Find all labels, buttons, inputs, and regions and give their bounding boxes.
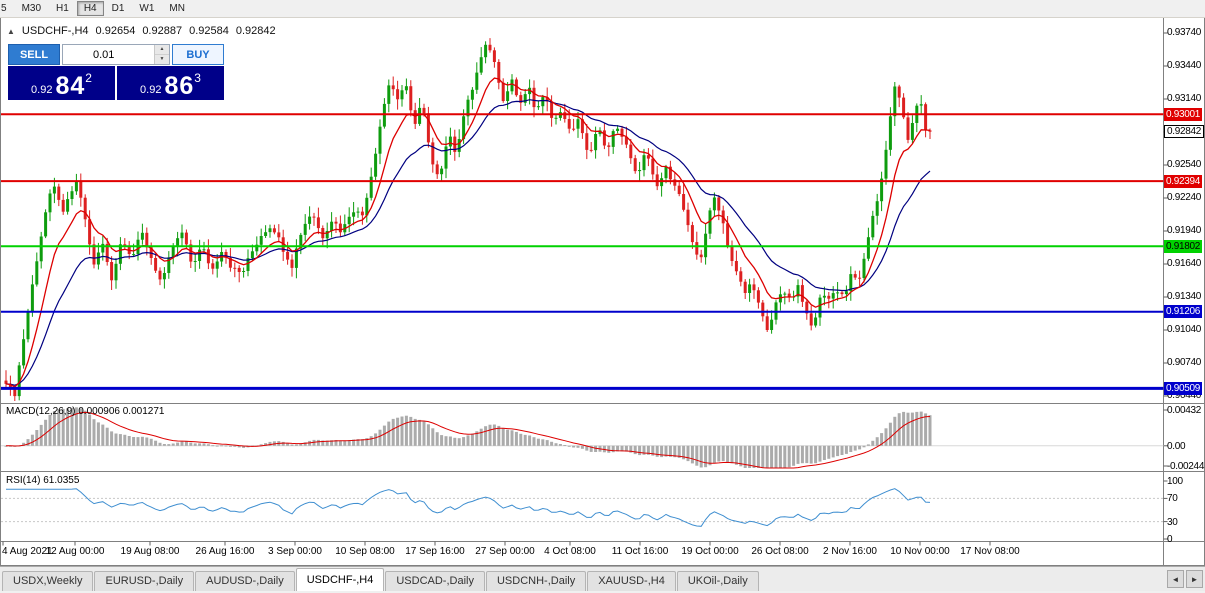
timeframe-h1-button[interactable]: H1 — [49, 1, 76, 16]
time-label: 19 Aug 08:00 — [120, 546, 180, 557]
sell-price-sup: 2 — [85, 71, 92, 85]
tab-ukoil-daily[interactable]: UKOil-,Daily — [676, 571, 759, 591]
tabs-scroll-right-button[interactable]: ► — [1186, 570, 1203, 588]
rsi-indicator-label: RSI(14) 61.0355 — [6, 475, 80, 486]
price-tick: 0.92540 — [1167, 159, 1202, 170]
time-label: 17 Nov 08:00 — [960, 546, 1020, 557]
hline-price-label: 0.90509 — [1164, 381, 1203, 395]
hline-price-label: 0.91802 — [1164, 239, 1203, 253]
time-label: 3 Sep 00:00 — [268, 546, 322, 557]
buy-price-sup: 3 — [194, 71, 201, 85]
timeframe-toolbar: 5 M30 H1 H4 D1 W1 MN — [0, 0, 1205, 18]
hline-price-label: 0.92394 — [1164, 174, 1203, 188]
time-label: 26 Aug 16:00 — [195, 546, 255, 557]
tab-eurusd-daily[interactable]: EURUSD-,Daily — [94, 571, 195, 591]
lot-decrease-button[interactable]: ▼ — [155, 55, 169, 64]
tab-usdcad-daily[interactable]: USDCAD-,Daily — [385, 571, 485, 591]
price-tick: 0.90740 — [1167, 357, 1202, 368]
current-price-label: 0.92842 — [1164, 125, 1205, 139]
price-tick: 0.92240 — [1167, 192, 1202, 203]
hline-price-label: 0.93001 — [1164, 107, 1203, 121]
chart-tabs: USDX,Weekly EURUSD-,Daily AUDUSD-,Daily USD… — [2, 568, 760, 591]
price-tick: 0.91640 — [1167, 258, 1202, 269]
macd-indicator-label: MACD(12,26,9) 0.000906 0.001271 — [6, 406, 165, 417]
price-tick: 0.90440 — [1167, 390, 1202, 401]
price-tick: 0.93740 — [1167, 27, 1202, 38]
macd-axis-label: -0.00244 — [1167, 461, 1205, 472]
price-tick: 0.91940 — [1167, 225, 1202, 236]
time-label: 27 Sep 00:00 — [475, 546, 535, 557]
ohlc-close: 0.92842 — [235, 25, 276, 37]
ohlc-low: 0.92584 — [189, 25, 229, 37]
chart-symbol-period: USDCHF-,H4 — [21, 25, 89, 37]
timeframe-m30-button[interactable]: M30 — [15, 1, 48, 16]
lot-size-field[interactable]: ▲ ▼ — [62, 44, 170, 65]
tab-usdchf-h4[interactable]: USDCHF-,H4 — [295, 568, 385, 591]
tab-xauusd-h4[interactable]: XAUUSD-,H4 — [587, 571, 676, 591]
time-label: 10 Sep 08:00 — [335, 546, 395, 557]
time-label: 26 Oct 08:00 — [751, 546, 809, 557]
rsi-axis-label: 100 — [1167, 476, 1183, 487]
time-label: 11 Oct 16:00 — [611, 546, 669, 557]
buy-price-big: 86 — [164, 72, 195, 100]
time-label: 4 Aug 2021 — [2, 546, 53, 557]
rsi-axis-label: 0 — [1167, 534, 1173, 545]
time-label: 19 Oct 00:00 — [681, 546, 739, 557]
ohlc-open: 0.92654 — [95, 25, 136, 37]
time-label: 12 Aug 00:00 — [45, 546, 105, 557]
timeframe-mn-button[interactable]: MN — [162, 1, 192, 16]
buy-price-prefix: 0.92 — [140, 84, 162, 96]
rsi-axis-label: 30 — [1167, 516, 1178, 528]
price-tick: 0.93440 — [1167, 60, 1202, 71]
tab-usdx-weekly[interactable]: USDX,Weekly — [2, 571, 94, 591]
lot-size-input[interactable] — [63, 45, 154, 64]
chart-tab-bar: USDX,Weekly EURUSD-,Daily AUDUSD-,Daily USD… — [0, 566, 1205, 591]
time-label: 4 Oct 08:00 — [544, 546, 596, 557]
time-label: 2 Nov 16:00 — [823, 546, 877, 557]
sell-price-big: 84 — [55, 72, 86, 100]
lot-spinner: ▲ ▼ — [154, 45, 169, 64]
tab-usdcnh-daily[interactable]: USDCNH-,Daily — [485, 571, 587, 591]
timeframe-h4-button[interactable]: H4 — [76, 1, 104, 16]
hline-price-label: 0.91206 — [1164, 305, 1203, 319]
time-label: 17 Sep 16:00 — [405, 546, 465, 557]
collapse-icon[interactable]: ▲ — [7, 26, 15, 36]
macd-axis-label: 0.00432 — [1167, 405, 1202, 416]
buy-price-display[interactable]: 0.92 86 3 — [117, 66, 224, 100]
timeframe-d1-button[interactable]: D1 — [105, 1, 132, 16]
rsi-axis-label: 70 — [1167, 493, 1178, 505]
price-tick: 0.91040 — [1167, 324, 1202, 335]
buy-button[interactable]: BUY — [172, 44, 224, 65]
time-label: 10 Nov 00:00 — [890, 546, 950, 557]
price-tick: 0.93140 — [1167, 93, 1202, 104]
chart-ohlc-title: ▲ USDCHF-,H4 0.92654 0.92887 0.92584 0.9… — [7, 25, 276, 37]
lot-increase-button[interactable]: ▲ — [155, 45, 169, 55]
macd-axis-label: 0.00 — [1167, 440, 1186, 452]
tab-audusd-daily[interactable]: AUDUSD-,Daily — [195, 571, 295, 591]
price-tick: 0.91340 — [1167, 291, 1202, 302]
sell-price-prefix: 0.92 — [31, 84, 53, 96]
sell-price-display[interactable]: 0.92 84 2 — [8, 66, 115, 100]
tab-scroll-controls: ◄ ► — [1167, 570, 1203, 588]
tabs-scroll-left-button[interactable]: ◄ — [1167, 570, 1184, 588]
timeframe-w1-button[interactable]: W1 — [132, 1, 161, 16]
sell-button[interactable]: SELL — [8, 44, 60, 65]
timeframe-5-button[interactable]: 5 — [0, 1, 14, 16]
ohlc-high: 0.92887 — [142, 25, 183, 37]
